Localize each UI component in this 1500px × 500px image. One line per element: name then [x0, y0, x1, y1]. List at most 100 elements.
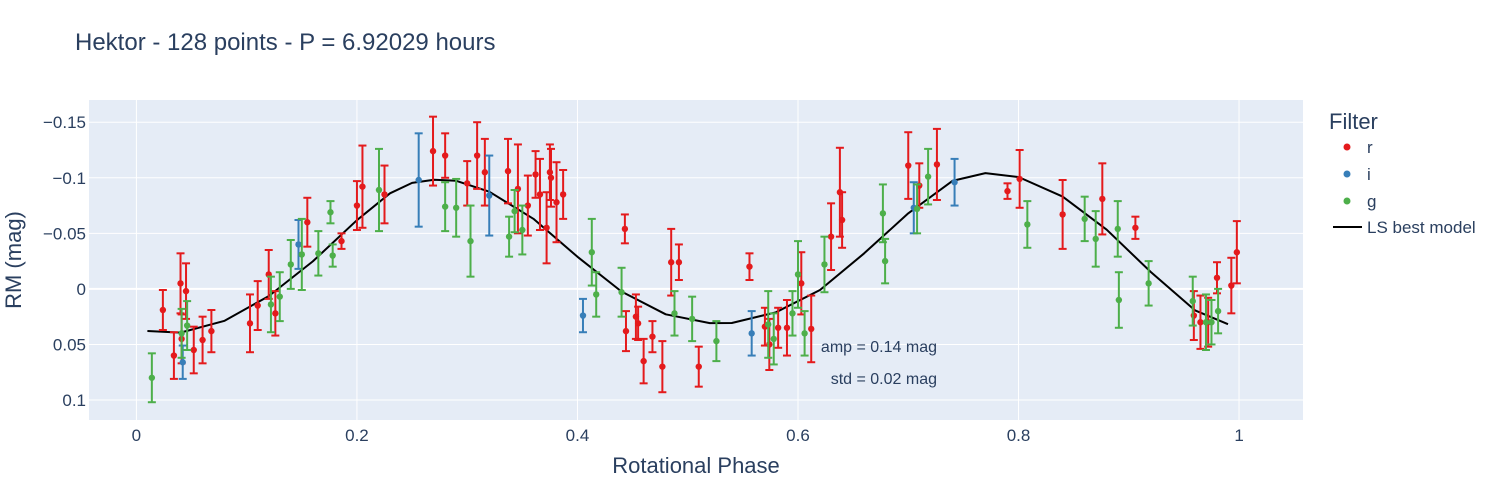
point-marker	[254, 302, 261, 309]
point-marker	[272, 310, 279, 317]
legend-item-g[interactable]: g	[1343, 192, 1377, 211]
point-marker	[748, 330, 755, 337]
data-point-r	[271, 290, 280, 337]
data-point-g	[712, 320, 721, 363]
data-point-g	[1144, 260, 1153, 307]
point-marker	[593, 291, 600, 298]
data-point-i	[414, 132, 423, 228]
point-marker	[177, 280, 184, 287]
data-point-g	[1188, 275, 1197, 327]
legend-item-r[interactable]: r	[1343, 138, 1374, 157]
point-marker	[821, 261, 828, 268]
data-point-r	[504, 137, 513, 205]
y-tick-label: −0.1	[52, 169, 86, 188]
data-point-r	[621, 310, 630, 353]
point-marker	[933, 161, 941, 168]
point-marker	[267, 301, 275, 308]
point-marker	[671, 310, 678, 317]
point-marker	[667, 259, 675, 266]
point-marker	[504, 167, 512, 175]
data-point-r	[337, 232, 346, 250]
data-point-g	[881, 237, 890, 285]
legend-item-i[interactable]: i	[1343, 165, 1371, 184]
point-marker	[182, 287, 190, 295]
data-point-g	[286, 239, 295, 290]
data-point-r	[552, 161, 561, 244]
point-marker	[547, 174, 555, 181]
data-point-i	[485, 154, 494, 237]
data-point-r	[523, 174, 532, 237]
data-point-r	[745, 252, 754, 281]
point-marker	[881, 257, 889, 265]
legend-label-i: i	[1367, 165, 1371, 184]
x-tick-label: 0.2	[345, 426, 369, 445]
legend[interactable]: Filter r i g LS best model	[1329, 109, 1476, 237]
point-marker	[295, 241, 302, 248]
legend-label-g: g	[1367, 192, 1376, 211]
y-axis-ticks: −0.15 −0.1 −0.05 0 0.05 0.1	[43, 113, 86, 410]
data-point-g	[505, 215, 514, 258]
data-point-r	[1003, 182, 1012, 200]
data-point-r	[658, 340, 667, 394]
point-marker	[183, 322, 191, 329]
point-marker	[1115, 296, 1123, 304]
data-point-r	[380, 164, 389, 225]
point-marker	[429, 147, 437, 155]
data-point-g	[592, 271, 601, 318]
data-point-g	[769, 312, 778, 366]
data-point-g	[177, 307, 186, 359]
point-marker	[170, 352, 178, 359]
point-marker	[381, 191, 388, 198]
point-marker	[766, 341, 773, 348]
data-point-g	[1207, 299, 1216, 346]
point-marker	[481, 169, 489, 176]
data-point-r	[441, 132, 450, 179]
point-marker	[1132, 224, 1139, 231]
point-marker	[315, 250, 322, 257]
point-marker	[1024, 221, 1031, 228]
data-point-g	[510, 189, 519, 234]
point-marker	[789, 310, 796, 317]
point-marker	[553, 199, 560, 206]
point-marker	[1114, 225, 1121, 233]
data-point-r	[932, 127, 941, 201]
data-point-r	[531, 150, 540, 199]
point-marker	[746, 263, 753, 270]
point-marker	[1197, 319, 1204, 326]
point-marker	[532, 171, 539, 178]
point-marker	[618, 289, 625, 296]
point-marker	[1092, 235, 1099, 243]
data-point-r	[774, 306, 783, 349]
data-point-r	[473, 121, 482, 190]
point-marker	[1233, 249, 1241, 256]
point-marker	[765, 321, 772, 328]
data-point-r	[158, 289, 167, 331]
point-marker	[808, 325, 815, 333]
point-marker	[298, 251, 306, 258]
legend-item-model[interactable]: LS best model	[1333, 218, 1476, 237]
point-marker	[359, 183, 366, 190]
y-tick-label: 0.1	[62, 391, 86, 410]
data-point-i	[578, 297, 587, 334]
data-point-r	[694, 345, 703, 388]
data-point-r	[1015, 149, 1024, 209]
point-marker	[774, 324, 782, 331]
data-point-r	[303, 196, 312, 248]
point-marker	[801, 330, 808, 337]
data-point-g	[452, 177, 461, 238]
data-point-g	[326, 200, 335, 225]
data-point-g	[617, 266, 626, 318]
chart-title: Hektor - 128 points - P = 6.92029 hours	[75, 29, 495, 56]
point-marker	[543, 224, 550, 231]
point-marker	[770, 335, 777, 343]
point-marker	[159, 306, 167, 314]
data-point-g	[183, 300, 192, 351]
x-tick-label: 1	[1234, 426, 1243, 445]
point-marker	[546, 169, 554, 176]
data-point-g	[793, 240, 802, 309]
point-marker	[621, 225, 629, 233]
data-point-r	[189, 325, 198, 375]
x-axis-title: Rotational Phase	[612, 453, 780, 478]
data-point-r	[1196, 294, 1205, 350]
